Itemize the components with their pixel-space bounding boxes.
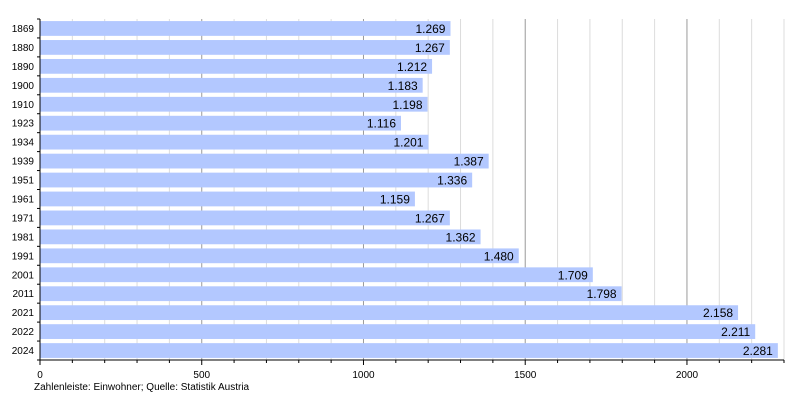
bar-value-label: 1.159 [380,192,410,206]
bar-value-label: 1.362 [446,230,476,244]
bar-value-label: 2.211 [721,325,750,339]
bar-value-label: 1.116 [367,117,396,131]
y-category-label: 1869 [12,24,35,35]
bar-value-label: 1.269 [415,22,445,36]
x-tick-label: 0 [37,370,43,381]
bar [40,58,433,74]
bar [40,21,451,36]
y-category-label: 1961 [12,194,35,205]
bar [40,305,739,321]
y-category-label: 1939 [12,157,35,168]
y-category-label: 1981 [12,232,35,243]
bar-value-label: 2.281 [743,344,773,358]
y-category-label: 1951 [12,176,35,187]
bar-value-label: 2.158 [703,306,733,320]
y-category-label: 1923 [12,119,35,130]
bar [40,324,756,339]
y-category-label: 1991 [12,251,35,262]
bar [40,267,593,283]
y-category-label: 1934 [12,138,35,149]
bars [40,21,778,358]
bar-value-label: 1.480 [484,249,514,263]
x-tick-label: 1000 [352,370,375,381]
bar [40,248,519,264]
bar-value-label: 1.267 [415,41,445,55]
x-tick-label: 500 [193,370,210,381]
bar [40,172,473,188]
chart-footnote: Zahlenleiste: Einwohner; Quelle: Statist… [34,382,250,393]
bar-value-label: 1.336 [437,174,467,188]
bar-value-label: 1.798 [587,287,617,301]
bar [40,115,402,131]
y-category-label: 1971 [12,213,35,224]
axes [37,18,785,365]
bar-value-label: 1.267 [415,211,445,225]
y-category-label: 2022 [12,327,35,338]
bar [40,210,450,226]
labels: 0 500 1000 1500 2000 1869 1880 1890 1900 1910 1923… [12,22,773,381]
y-category-label: 2011 [12,289,34,300]
y-category-label: 1900 [12,81,35,92]
y-category-label: 2021 [12,308,35,319]
y-category-label: 2024 [12,346,35,357]
bar-value-label: 1.387 [454,155,484,169]
bar-value-label: 1.709 [558,268,588,282]
bar [40,343,778,358]
y-category-label: 1910 [12,100,35,111]
bar [40,229,481,245]
bar-value-label: 1.212 [397,60,427,74]
x-tick-label: 1500 [514,370,537,381]
bar-value-label: 1.198 [392,98,422,112]
grid-lines [71,19,785,360]
y-category-label: 1890 [12,62,35,73]
x-tick-label: 2000 [676,370,699,381]
bar [40,286,622,302]
y-category-label: 2001 [12,270,35,281]
bar-value-label: 1.201 [393,136,423,150]
bar [40,134,429,150]
y-category-label: 1880 [12,43,35,54]
bar [40,40,450,55]
bar [40,77,423,93]
bar-value-label: 1.183 [388,79,418,93]
bar [40,191,415,207]
bar [40,96,428,112]
bar [40,153,489,169]
